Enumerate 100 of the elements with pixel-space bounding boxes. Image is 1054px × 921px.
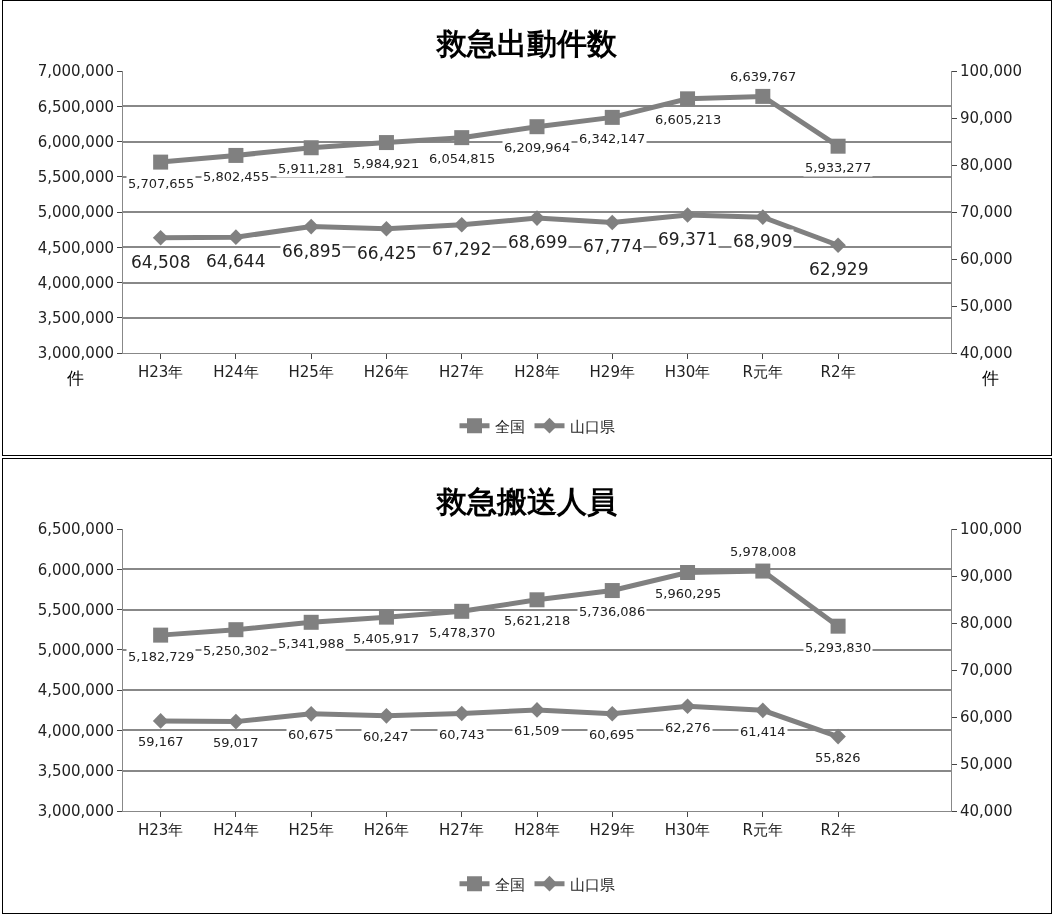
legend-label: 山口県 [569,417,615,436]
data-label: 64,508 [131,252,191,272]
point [228,622,244,638]
point [755,209,771,225]
x-tick-label: H25年 [288,363,334,381]
x-tick-label: H30年 [664,363,711,381]
point [755,88,771,104]
x-tick-label: H24年 [213,821,259,839]
point [454,130,470,146]
data-label: 60,247 [363,729,409,744]
data-label: 5,802,455 [203,169,270,184]
data-label: 5,960,295 [655,586,722,601]
point [755,563,771,579]
y2-tick-label: 100,000 [960,520,1023,539]
y-tick-label: 5,500,000 [37,168,114,186]
data-label: 59,167 [138,734,184,749]
data-label: 5,933,277 [805,160,872,175]
point [529,592,545,608]
y2-tick-label: 90,000 [960,109,1013,128]
x-tick-label: H24年 [213,363,259,381]
x-tick-label: H26年 [363,363,410,381]
x-tick-label: R2年 [820,363,856,381]
point [604,583,620,599]
point [529,210,545,226]
y-tick-label: 3,000,000 [37,344,114,363]
point [830,618,846,634]
y-tick-label: 3,500,000 [37,761,114,780]
y2-axis-title: 件 [982,368,999,388]
y2-tick-label: 100,000 [960,62,1023,81]
data-label: 68,699 [508,232,568,252]
data-label: 6,054,815 [429,151,496,166]
data-label: 5,984,921 [353,156,420,171]
y2-tick-label: 60,000 [960,250,1013,269]
y2-tick-label: 50,000 [960,755,1013,774]
point [830,237,846,254]
y2-tick-label: 90,000 [960,567,1013,586]
y-tick-label: 4,000,000 [37,273,114,292]
y2-tick-label: 70,000 [960,661,1013,680]
x-tick-label: H29年 [589,363,635,381]
chart-title: 救急出動件数 [435,25,618,61]
point [454,603,470,619]
y-tick-label: 4,500,000 [37,238,114,257]
x-tick-label: H28年 [514,821,560,839]
x-tick-label: H29年 [589,821,635,839]
x-tick-label: R元年 [742,821,784,839]
point [378,135,394,151]
data-label: 61,509 [514,723,560,738]
point [830,138,846,154]
y-tick-label: 3,500,000 [37,309,114,327]
data-label: 5,911,281 [278,161,345,176]
x-tick-label: H23年 [137,821,184,839]
point [303,218,319,235]
y-tick-label: 4,500,000 [37,681,114,700]
point [378,609,394,625]
data-label: 5,736,086 [579,604,646,619]
point [153,154,169,170]
y2-tick-label: 50,000 [960,297,1013,316]
y-tick-label: 6,000,000 [37,560,114,579]
x-tick-label: H23年 [137,363,184,381]
data-label: 67,292 [432,239,492,259]
data-label: 6,605,213 [655,112,722,127]
x-tick-label: H27年 [439,821,485,839]
point [153,627,169,643]
chart-title: 救急搬送人員 [435,483,617,519]
data-label: 6,342,147 [579,131,646,146]
data-label: 5,182,729 [128,649,195,664]
data-label: 5,621,218 [504,613,571,628]
y-tick-label: 3,000,000 [37,802,114,821]
x-tick-label: H27年 [439,363,485,381]
data-label: 5,478,370 [429,625,496,640]
point [830,728,846,745]
point [604,214,621,231]
y2-tick-label: 40,000 [960,802,1013,821]
data-label: 5,293,830 [805,640,872,655]
data-label: 60,695 [589,727,635,742]
point [152,713,169,729]
point [228,713,244,730]
x-tick-label: H26年 [363,821,410,839]
y-tick-label: 5,500,000 [37,600,114,619]
y-tick-label: 6,500,000 [37,97,114,116]
point [303,614,319,630]
x-tick-label: R2年 [820,821,856,839]
y2-tick-label: 60,000 [960,708,1013,727]
data-label: 62,929 [809,259,869,279]
x-tick-label: H30年 [664,821,711,839]
point [228,147,244,163]
y-axis-title: 件 [67,368,84,388]
y-tick-label: 5,000,000 [37,203,114,222]
data-label: 62,276 [665,720,711,735]
data-label: 69,371 [658,229,718,249]
legend-label: 全国 [494,417,525,436]
point [680,564,696,580]
point [303,706,319,722]
point [152,230,169,246]
point [529,119,545,135]
data-label: 64,644 [206,251,266,271]
data-label: 60,675 [288,727,334,742]
y2-tick-label: 40,000 [960,344,1013,363]
y-tick-label: 4,000,000 [37,721,114,740]
data-label: 66,425 [357,243,417,263]
